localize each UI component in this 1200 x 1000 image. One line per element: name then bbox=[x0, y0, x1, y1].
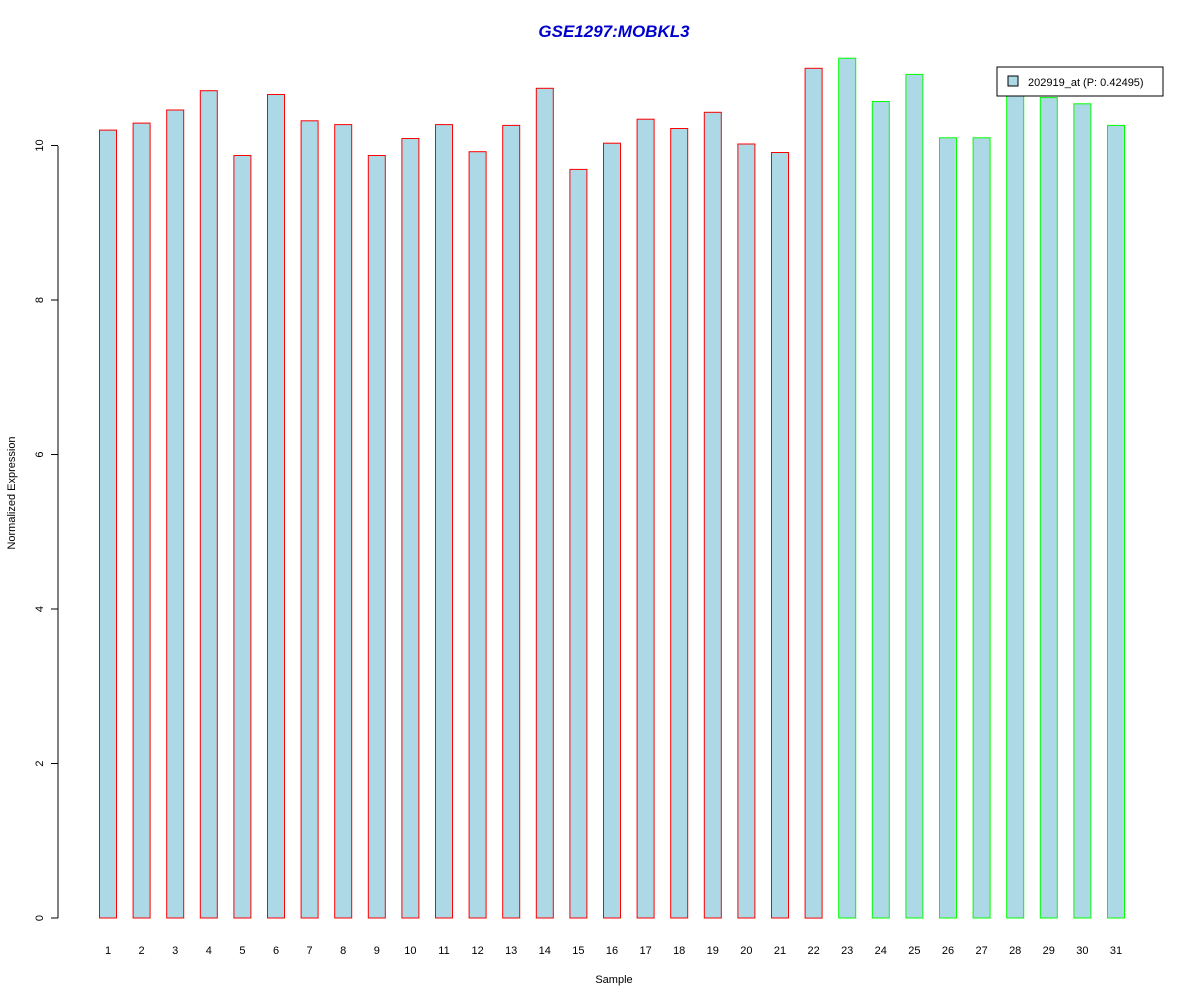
y-tick-label: 2 bbox=[34, 760, 46, 766]
bar-sample-24 bbox=[871, 101, 890, 919]
x-axis-label: Sample bbox=[595, 974, 632, 986]
bar-sample-23 bbox=[838, 57, 857, 919]
bar-sample-10 bbox=[401, 138, 420, 919]
bar-sample-29 bbox=[1039, 97, 1058, 919]
bar-sample-7 bbox=[300, 120, 319, 919]
bar-sample-9 bbox=[367, 155, 386, 919]
x-tick-label: 10 bbox=[404, 945, 416, 957]
bar-sample-28 bbox=[1006, 94, 1025, 919]
legend: 202919_at (P: 0.42495) bbox=[996, 66, 1164, 97]
x-tick-label: 23 bbox=[841, 945, 853, 957]
x-tick-label: 18 bbox=[673, 945, 685, 957]
x-tick-label: 28 bbox=[1009, 945, 1021, 957]
x-tick-label: 12 bbox=[471, 945, 483, 957]
bar-sample-16 bbox=[603, 142, 621, 919]
x-tick-label: 24 bbox=[875, 945, 887, 957]
x-axis-ticks: 1 2 3 4 5 6 7 8 9 10 11 12 13 14 15 16 17 18 19 20 21 22 23 24 2… bbox=[105, 945, 1122, 957]
x-tick-label: 11 bbox=[438, 945, 449, 957]
x-tick-label: 7 bbox=[307, 945, 313, 957]
bar-sample-1 bbox=[99, 129, 117, 919]
bar-sample-27 bbox=[972, 137, 991, 919]
bar-sample-8 bbox=[334, 124, 353, 919]
bar-sample-26 bbox=[939, 137, 957, 919]
x-tick-label: 29 bbox=[1043, 945, 1055, 957]
x-tick-label: 16 bbox=[606, 945, 618, 957]
bar-sample-13 bbox=[502, 124, 521, 919]
x-tick-label: 9 bbox=[374, 945, 380, 957]
bar-sample-20 bbox=[737, 143, 756, 919]
x-tick-label: 14 bbox=[539, 945, 551, 957]
y-axis-label: Normalized Expression bbox=[6, 436, 18, 549]
x-tick-label: 27 bbox=[975, 945, 987, 957]
bar-sample-6 bbox=[267, 94, 285, 919]
x-tick-label: 17 bbox=[639, 945, 651, 957]
chart-title: GSE1297:MOBKL3 bbox=[538, 22, 690, 41]
x-tick-label: 2 bbox=[139, 945, 145, 957]
x-tick-label: 1 bbox=[105, 945, 111, 957]
y-axis-ticks: 0 2 4 6 8 10 bbox=[34, 139, 58, 921]
bar-sample-25 bbox=[905, 73, 924, 919]
bar-sample-2 bbox=[132, 122, 151, 919]
legend-swatch bbox=[1007, 75, 1019, 87]
y-tick-label: 10 bbox=[34, 139, 46, 151]
y-tick-label: 8 bbox=[34, 297, 46, 303]
x-tick-label: 26 bbox=[942, 945, 954, 957]
bar-sample-21 bbox=[771, 152, 789, 919]
x-tick-label: 19 bbox=[707, 945, 719, 957]
x-tick-label: 20 bbox=[740, 945, 752, 957]
x-tick-label: 31 bbox=[1110, 945, 1122, 957]
bar-sample-4 bbox=[199, 90, 218, 919]
bar-sample-31 bbox=[1107, 124, 1125, 919]
legend-label: 202919_at (P: 0.42495) bbox=[1028, 77, 1144, 89]
y-tick-label: 4 bbox=[34, 606, 46, 612]
x-tick-label: 3 bbox=[172, 945, 178, 957]
bar-sample-15 bbox=[569, 168, 588, 919]
bar-sample-3 bbox=[166, 109, 185, 919]
y-tick-label: 6 bbox=[34, 451, 46, 457]
bar-sample-11 bbox=[435, 124, 453, 919]
bar-sample-14 bbox=[535, 87, 554, 919]
bar-sample-17 bbox=[636, 118, 655, 919]
x-tick-label: 4 bbox=[206, 945, 212, 957]
plot-area bbox=[99, 57, 1125, 919]
x-tick-label: 13 bbox=[505, 945, 517, 957]
x-tick-label: 21 bbox=[774, 945, 786, 957]
bar-sample-12 bbox=[468, 151, 487, 919]
bar-sample-30 bbox=[1073, 103, 1092, 919]
x-tick-label: 5 bbox=[239, 945, 245, 957]
x-tick-label: 30 bbox=[1076, 945, 1088, 957]
x-tick-label: 25 bbox=[908, 945, 920, 957]
x-tick-label: 6 bbox=[273, 945, 279, 957]
bar-sample-19 bbox=[703, 111, 722, 919]
legend-box bbox=[996, 66, 1164, 97]
x-tick-label: 8 bbox=[340, 945, 346, 957]
bar-sample-5 bbox=[233, 155, 252, 919]
bar-sample-18 bbox=[670, 128, 689, 919]
y-tick-label: 0 bbox=[34, 915, 46, 921]
x-tick-label: 15 bbox=[572, 945, 584, 957]
bar-sample-22 bbox=[804, 67, 823, 919]
x-tick-label: 22 bbox=[807, 945, 819, 957]
